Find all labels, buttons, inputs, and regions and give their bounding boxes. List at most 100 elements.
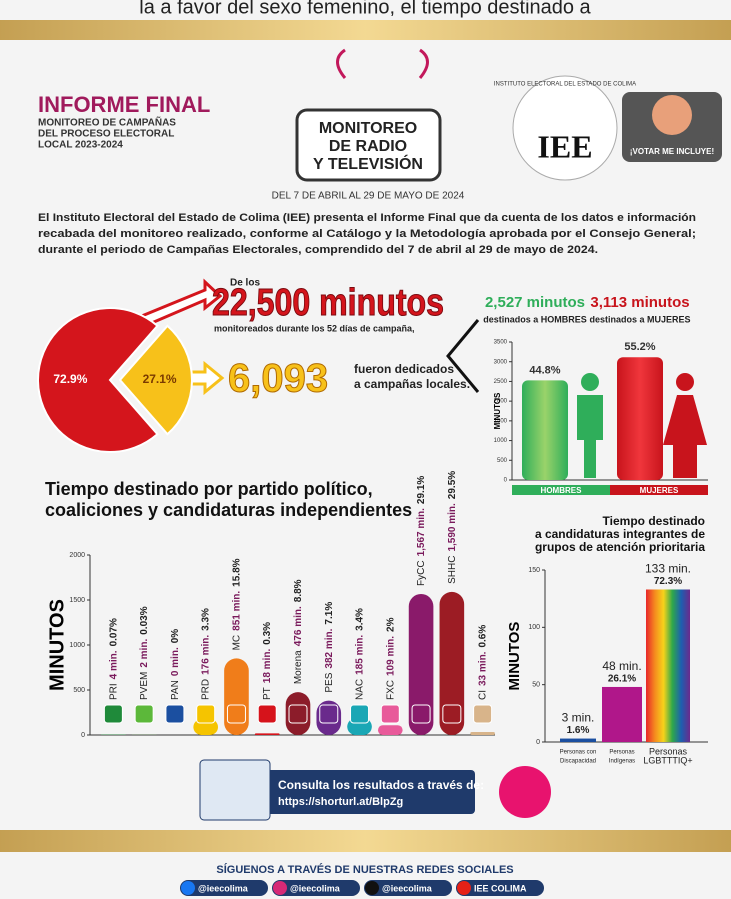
party-label-part: 8.8%: [293, 579, 304, 602]
party-label-part: 109 min.: [385, 636, 396, 676]
summary-note: monitoreados durante los 52 días de camp…: [214, 323, 415, 333]
bar: [408, 593, 434, 735]
value-label: 3 min.: [562, 711, 595, 725]
person-body: [577, 395, 603, 478]
intro-line: durante el periodo de Campañas Electoral…: [38, 244, 598, 256]
party-label: PT 18 min. 0.3%: [262, 622, 273, 700]
party-label-part: 33 min.: [477, 651, 488, 686]
party-label-part: 4 min.: [108, 650, 119, 679]
bar: [254, 733, 280, 735]
party-label-part: 1,590 min.: [446, 503, 457, 552]
share-label: 1.6%: [567, 725, 590, 736]
y-tick-label: 0: [504, 478, 508, 484]
party-label: PES 382 min. 7.1%: [323, 602, 334, 693]
date-range: DEL 7 DE ABRIL AL 29 DE MAYO DE 2024: [272, 191, 465, 202]
y-tick-label: 100: [528, 624, 540, 631]
social-handle: @ieecolima: [382, 883, 433, 893]
share-label: 44.8%: [529, 364, 560, 376]
party-label: NAC 185 min. 3.4%: [354, 608, 365, 700]
bar: [617, 357, 663, 480]
summary-total: 22,500 minutos: [212, 282, 444, 324]
party-label: PRI 4 min. 0.07%: [108, 618, 119, 700]
y-axis-label: MINUTOS: [493, 392, 502, 429]
tv-frame: [295, 108, 442, 182]
report-subtitle: LOCAL 2023-2024: [38, 140, 123, 151]
party-label-part: 29.5%: [446, 471, 457, 499]
y-tick-label: 3000: [494, 359, 508, 365]
party-label: Morena 476 min. 8.8%: [293, 579, 304, 684]
x-tick-label: Indígenas: [609, 759, 635, 765]
bar: [470, 732, 495, 735]
party-logo: [350, 704, 370, 724]
gold-band: [0, 830, 731, 852]
party-label-part: FXC: [385, 680, 396, 700]
consult-url[interactable]: https://shorturl.at/BlpZg: [278, 796, 403, 808]
x-tick-label: Discapacidad: [560, 759, 596, 765]
party-label: PAN 0 min. 0%: [170, 629, 181, 700]
bar: [646, 589, 690, 742]
party-label-part: PES: [323, 672, 334, 692]
social-badge[interactable]: [180, 880, 268, 896]
social-icon: [457, 881, 471, 895]
party-label-part: 2 min.: [139, 639, 150, 668]
x-tick-label: Personas: [609, 750, 634, 756]
party-label: FXC 109 min. 2%: [385, 617, 396, 700]
y-tick-label: 1500: [69, 597, 85, 604]
bar: [522, 380, 568, 480]
party-label-part: 0.07%: [108, 618, 119, 646]
party-label-part: PVEM: [139, 672, 150, 700]
logo-text: IEE: [537, 128, 592, 164]
x-tick-label: HOMBRES: [541, 486, 583, 495]
party-logo: [380, 704, 400, 724]
consult-box: [205, 770, 475, 814]
party-label-part: 15.8%: [231, 558, 242, 586]
party-label-part: 18 min.: [262, 649, 273, 684]
person-head: [676, 373, 694, 391]
report-subtitle: MONITOREO DE CAMPAÑAS: [38, 116, 176, 129]
party-label-part: 0%: [170, 629, 181, 644]
party-label: FyCC 1,567 min. 29.1%: [416, 476, 427, 586]
party-label-part: 1,567 min.: [416, 508, 427, 557]
social-badge[interactable]: [456, 880, 544, 896]
social-badge[interactable]: [272, 880, 360, 896]
party-label-part: 382 min.: [323, 628, 334, 668]
report-subtitle: DEL PROCESO ELECTORAL: [38, 129, 174, 140]
chart-title: Tiempo destinado por partido político,: [45, 479, 373, 499]
party-logo: [134, 704, 154, 724]
party-label-part: PRD: [200, 679, 211, 700]
party-label: CI 33 min. 0.6%: [477, 625, 488, 700]
y-tick-label: 0: [81, 732, 85, 739]
cropped-text: la a favor del sexo femenino, el tiempo …: [139, 0, 591, 18]
legend-band: [512, 485, 610, 495]
report-title: INFORME FINAL: [38, 92, 210, 117]
click-icon[interactable]: [499, 766, 551, 818]
pie-label: 27.1%: [143, 372, 177, 386]
party-label-part: PT: [262, 687, 273, 700]
party-label: PVEM 2 min. 0.03%: [139, 606, 150, 700]
party-label-part: MC: [231, 635, 242, 651]
party-label-part: 476 min.: [293, 606, 304, 646]
party-label-part: 29.1%: [416, 476, 427, 504]
chart-title: coaliciones y candidaturas independiente…: [45, 500, 412, 520]
party-label-part: 851 min.: [231, 591, 242, 631]
gender-header: 3,113 minutos: [590, 294, 689, 311]
party-label-part: 7.1%: [323, 602, 334, 625]
badge-text: Y TELEVISIÓN: [313, 154, 423, 173]
gender-header: 2,527 minutos: [485, 294, 585, 311]
party-label: MC 851 min. 15.8%: [231, 558, 242, 650]
follow-text: SÍGUENOS A TRAVÉS DE NUESTRAS REDES SOCI…: [216, 863, 513, 876]
x-tick-label: Personas: [649, 746, 688, 756]
y-tick-label: 500: [73, 687, 85, 694]
party-logo: [103, 704, 123, 724]
party-label-part: 0.3%: [262, 622, 273, 645]
social-badge[interactable]: [364, 880, 452, 896]
legend-band: [610, 485, 708, 495]
party-label-part: 3.3%: [200, 608, 211, 631]
social-icon: [273, 881, 287, 895]
slogan: ¡VOTAR ME INCLUYE!: [630, 147, 714, 156]
party-label: SHHC 1,590 min. 29.5%: [446, 471, 457, 584]
party-logo: [196, 704, 216, 724]
antenna-icon: [336, 48, 429, 79]
party-label-part: CI: [477, 690, 488, 700]
